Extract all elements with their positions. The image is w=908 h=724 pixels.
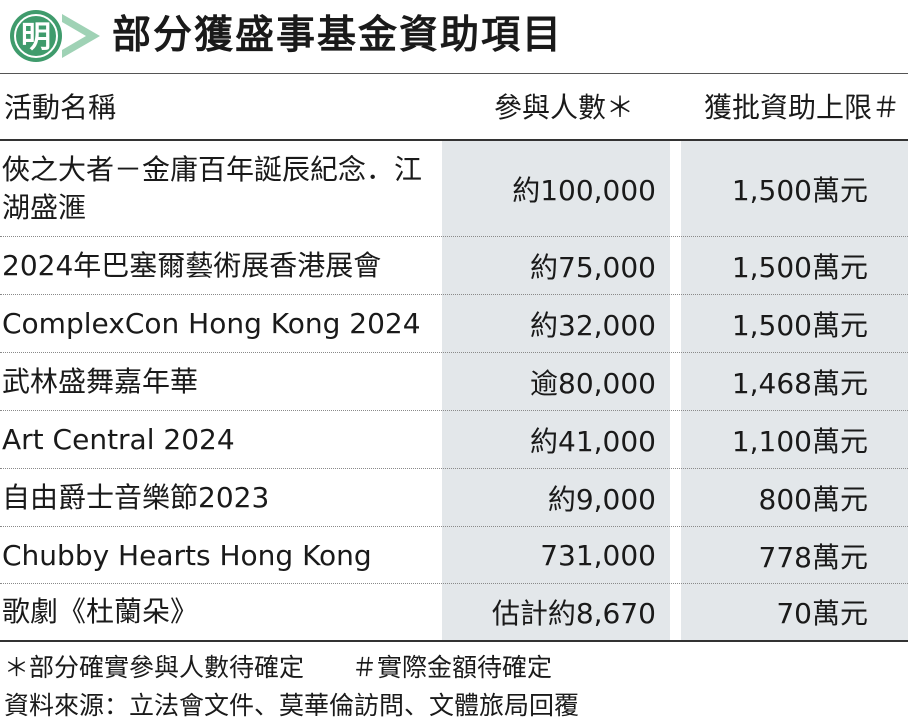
- funding-value: 1,500萬元: [731, 309, 868, 342]
- row-divider: [0, 526, 908, 527]
- event-name: 武林盛舞嘉年華: [2, 365, 199, 398]
- column-header-attendance: 參與人數＊: [493, 91, 634, 124]
- row-divider: [0, 583, 908, 584]
- table-row: 2024年巴塞爾藝術展香港展會 約75,000 1,500萬元: [0, 237, 908, 295]
- column-header-funding: 獲批資助上限＃: [703, 91, 900, 124]
- funding-column-shade: [681, 141, 908, 640]
- header-rule: [0, 139, 908, 141]
- event-name: 2024年巴塞爾藝術展香港展會: [2, 249, 382, 282]
- funding-value: 778萬元: [758, 540, 868, 574]
- table-row: ComplexCon Hong Kong 2024 約32,000 1,500萬…: [0, 295, 908, 353]
- table-row: 歌劇《杜蘭朵》 估計約8,670 70萬元: [0, 584, 908, 640]
- table-row: Art Central 2024 約41,000 1,100萬元: [0, 411, 908, 469]
- attendance-value: 逾80,000: [530, 367, 656, 400]
- attendance-value: 估計約8,670: [491, 597, 656, 630]
- attendance-value: 約100,000: [512, 174, 656, 207]
- row-divider: [0, 468, 908, 469]
- page-title: 部分獲盛事基金資助項目: [112, 13, 564, 58]
- attendance-value: 約9,000: [547, 483, 656, 516]
- row-divider: [0, 236, 908, 237]
- attendance-value: 約32,000: [530, 309, 656, 342]
- event-name: ComplexCon Hong Kong 2024: [2, 307, 421, 340]
- event-name: 俠之大者－金庸百年誕辰紀念．江湖盛滙: [2, 153, 423, 224]
- source-note: 資料來源：立法會文件、莫華倫訪問、文體旅局回覆: [4, 691, 580, 720]
- table-row: 俠之大者－金庸百年誕辰紀念．江湖盛滙 約100,000 1,500萬元: [0, 141, 908, 237]
- row-divider: [0, 352, 908, 353]
- ming-pao-logo-icon: 明: [10, 10, 100, 62]
- table-row: Chubby Hearts Hong Kong 731,000 778萬元: [0, 527, 908, 584]
- header: 明 部分獲盛事基金資助項目: [0, 0, 908, 74]
- attendance-column-shade: [442, 141, 670, 640]
- attendance-value: 約41,000: [530, 425, 656, 458]
- funding-value: 1,500萬元: [731, 174, 868, 207]
- attendance-value: 731,000: [540, 539, 656, 572]
- funding-value: 70萬元: [776, 597, 868, 630]
- column-header-name: 活動名稱: [4, 91, 117, 124]
- funding-value: 1,100萬元: [731, 425, 868, 458]
- row-divider: [0, 410, 908, 411]
- row-divider: [0, 294, 908, 295]
- funding-value: 800萬元: [758, 483, 868, 516]
- footnote-attendance: ＊部分確實參與人數待確定: [4, 653, 305, 682]
- event-name: Chubby Hearts Hong Kong: [2, 538, 372, 572]
- footnote-funding: ＃實際金額待確定: [352, 653, 553, 682]
- event-name: 歌劇《杜蘭朵》: [2, 595, 199, 628]
- header-divider: [0, 73, 908, 74]
- footnotes: ＊部分確實參與人數待確定 ＃實際金額待確定: [4, 648, 552, 684]
- table-bottom-rule: [0, 640, 908, 642]
- table-row: 武林盛舞嘉年華 逾80,000 1,468萬元: [0, 353, 908, 411]
- logo-char: 明: [21, 20, 51, 55]
- table-row: 自由爵士音樂節2023 約9,000 800萬元: [0, 469, 908, 527]
- event-name: Art Central 2024: [2, 423, 235, 456]
- attendance-value: 約75,000: [530, 251, 656, 284]
- funding-value: 1,468萬元: [731, 367, 868, 400]
- event-name: 自由爵士音樂節2023: [2, 481, 270, 514]
- funding-value: 1,500萬元: [731, 251, 868, 284]
